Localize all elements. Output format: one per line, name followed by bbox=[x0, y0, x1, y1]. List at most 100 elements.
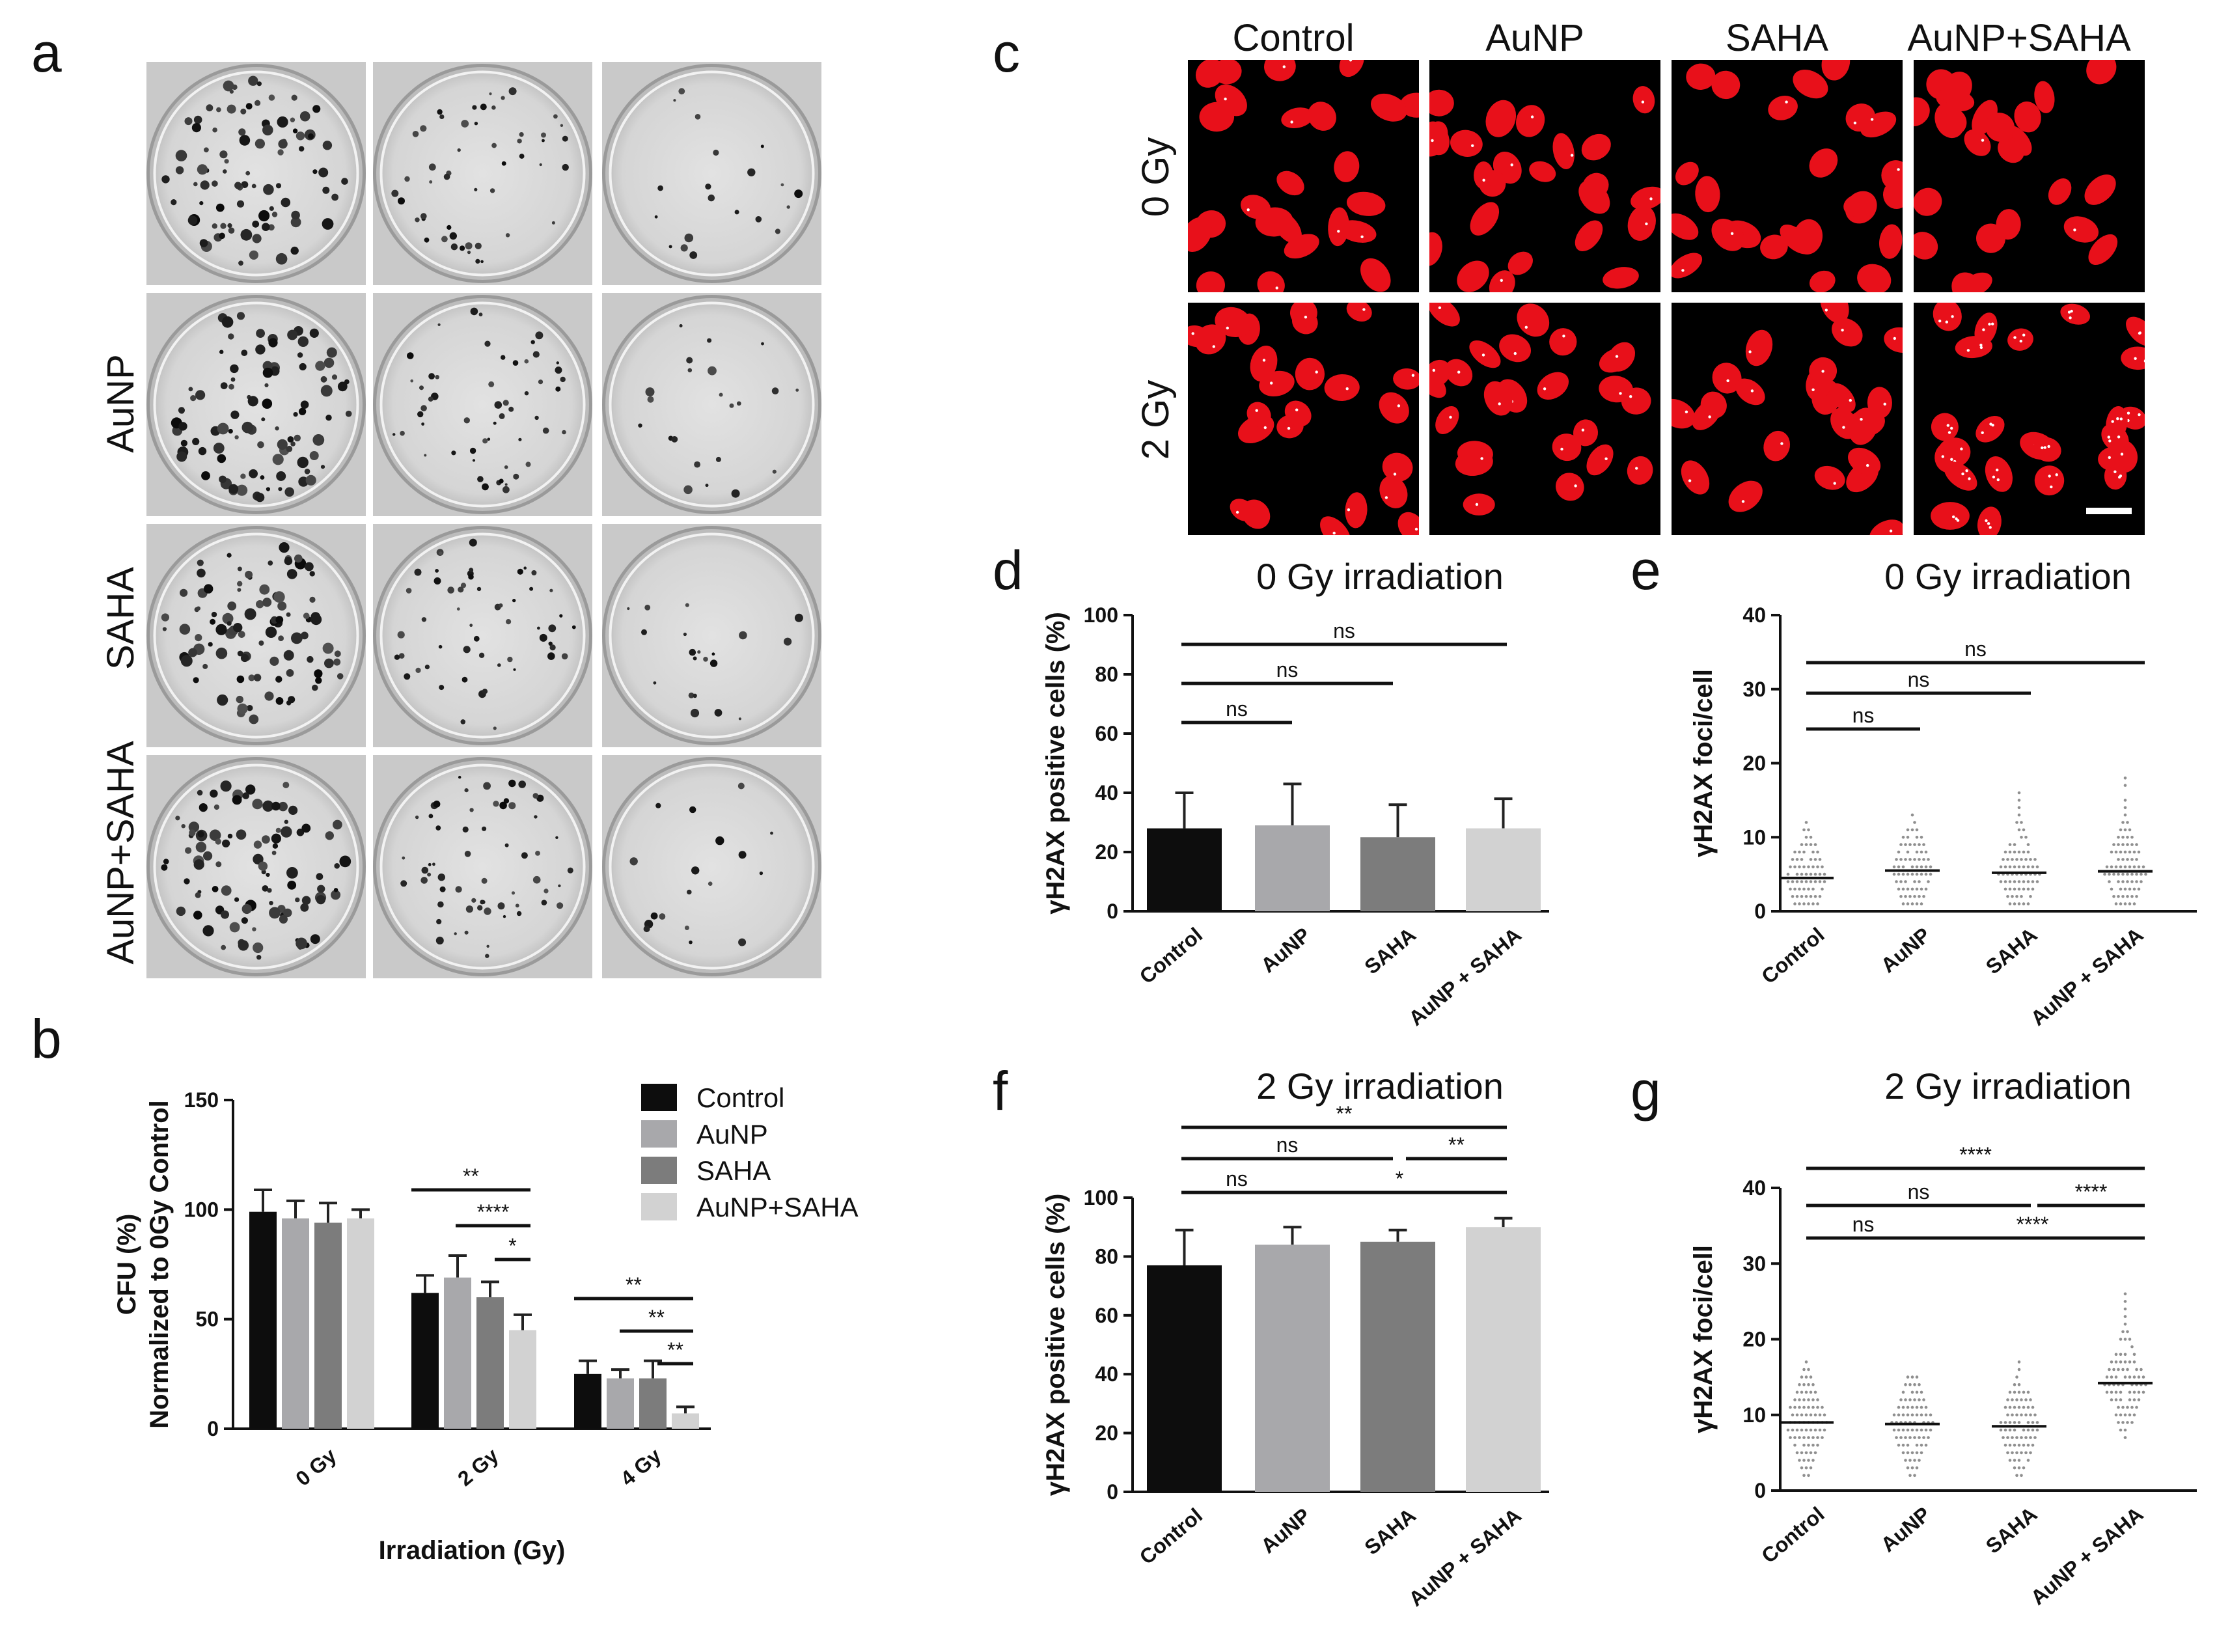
colony bbox=[493, 421, 497, 425]
data-point bbox=[2029, 1413, 2032, 1417]
data-point bbox=[1908, 1474, 1912, 1478]
data-point bbox=[1901, 1451, 1905, 1455]
colony bbox=[229, 922, 240, 933]
data-point bbox=[1897, 850, 1901, 854]
nucleus bbox=[1483, 381, 1513, 416]
data-point bbox=[1924, 887, 1928, 891]
colony bbox=[303, 613, 310, 619]
colony bbox=[513, 473, 519, 480]
colony bbox=[297, 336, 309, 347]
colony bbox=[415, 815, 419, 819]
data-point bbox=[1818, 858, 1822, 861]
gamma-h2ax-focus bbox=[1897, 168, 1900, 171]
colony bbox=[227, 104, 236, 114]
data-point bbox=[2123, 1428, 2127, 1432]
colony bbox=[224, 159, 229, 164]
x-category-label: 0 Gy bbox=[291, 1444, 340, 1491]
colony bbox=[247, 705, 253, 711]
nucleus bbox=[1848, 447, 1881, 476]
colony bbox=[456, 607, 460, 611]
significance-label: **** bbox=[2017, 1213, 2049, 1236]
data-point bbox=[2026, 1405, 2030, 1409]
colony bbox=[438, 644, 443, 649]
data-point bbox=[1804, 1466, 1808, 1470]
bar bbox=[347, 1218, 374, 1429]
colony bbox=[195, 390, 206, 400]
gamma-h2ax-focus bbox=[1337, 230, 1340, 233]
data-point bbox=[1807, 887, 1810, 891]
data-point bbox=[1823, 872, 1826, 876]
colony bbox=[485, 954, 489, 958]
y-tick-label: 40 bbox=[1095, 781, 1118, 805]
colony bbox=[420, 213, 427, 219]
nucleus bbox=[1429, 121, 1450, 156]
data-point bbox=[1920, 1390, 1923, 1394]
gamma-h2ax-focus bbox=[1708, 415, 1711, 419]
colony bbox=[178, 422, 187, 431]
data-point bbox=[1901, 1390, 1905, 1394]
gamma-h2ax-focus bbox=[2138, 413, 2141, 417]
colony bbox=[548, 624, 557, 633]
nucleus bbox=[1457, 260, 1489, 292]
data-point bbox=[2130, 872, 2134, 876]
data-point bbox=[1924, 1444, 1928, 1447]
data-point bbox=[1804, 836, 1808, 839]
gamma-h2ax-focus bbox=[1275, 286, 1278, 290]
data-point bbox=[1811, 1436, 1815, 1439]
data-point bbox=[2006, 1451, 2009, 1455]
nucleus bbox=[1814, 465, 1845, 490]
data-point bbox=[1918, 843, 1921, 846]
colony bbox=[262, 124, 273, 136]
data-point bbox=[2117, 895, 2120, 898]
gamma-h2ax-focus bbox=[1510, 163, 1513, 167]
data-point bbox=[1904, 1398, 1907, 1401]
data-point bbox=[2117, 858, 2120, 861]
colony bbox=[221, 910, 229, 919]
data-point bbox=[2006, 1398, 2009, 1401]
colony-dish bbox=[373, 62, 592, 285]
y-tick-label: 10 bbox=[1742, 825, 1766, 849]
colony bbox=[290, 441, 296, 447]
nucleus bbox=[2007, 328, 2033, 351]
gamma-h2ax-focus bbox=[1741, 500, 1745, 503]
colony bbox=[253, 840, 262, 849]
colony bbox=[475, 258, 480, 264]
significance-label: ns bbox=[1852, 1213, 1875, 1236]
colony bbox=[273, 591, 285, 603]
data-point bbox=[2121, 858, 2125, 861]
data-point bbox=[2105, 865, 2109, 869]
nucleus bbox=[2048, 178, 2072, 205]
data-point bbox=[1910, 1466, 1914, 1470]
colony bbox=[488, 381, 495, 387]
colony bbox=[262, 885, 269, 892]
significance-label: ns bbox=[1226, 1167, 1248, 1191]
colony bbox=[199, 803, 208, 812]
colony bbox=[331, 890, 341, 900]
gamma-h2ax-focus bbox=[1956, 519, 1960, 522]
colony bbox=[310, 934, 320, 944]
data-point bbox=[2006, 895, 2009, 898]
data-point bbox=[1910, 872, 1914, 876]
data-point bbox=[1823, 1428, 1826, 1432]
dish-agar bbox=[379, 70, 586, 277]
data-point bbox=[1906, 902, 1910, 905]
colony bbox=[264, 691, 274, 701]
colony bbox=[419, 385, 424, 391]
colony bbox=[738, 717, 741, 721]
data-point bbox=[1795, 1428, 1799, 1432]
data-point bbox=[2132, 902, 2136, 905]
colony bbox=[504, 843, 509, 847]
colony bbox=[714, 709, 723, 717]
colony bbox=[333, 819, 342, 830]
panel-a-row-label-aunp: AuNP bbox=[100, 354, 142, 453]
data-point bbox=[1818, 1428, 1822, 1432]
data-point bbox=[2126, 836, 2129, 839]
data-point bbox=[1793, 850, 1796, 854]
data-point bbox=[1920, 865, 1923, 869]
colony bbox=[461, 676, 468, 683]
colony bbox=[219, 475, 227, 484]
data-point bbox=[2008, 1459, 2012, 1462]
micrograph bbox=[1914, 60, 2145, 292]
colony bbox=[309, 328, 319, 338]
data-point bbox=[1906, 828, 1910, 832]
